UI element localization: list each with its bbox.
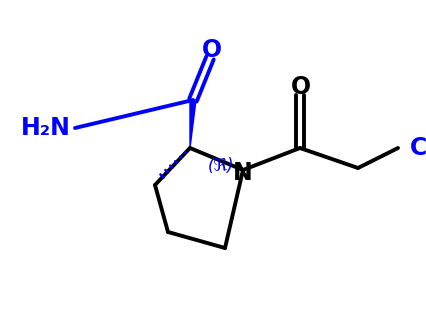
Text: Cl: Cl	[409, 136, 426, 160]
Text: O: O	[290, 75, 310, 99]
Text: (ℜ): (ℜ)	[207, 157, 234, 175]
Text: H₂N: H₂N	[21, 116, 71, 140]
Text: O: O	[201, 38, 222, 62]
Polygon shape	[190, 100, 196, 148]
Text: N: N	[233, 161, 252, 185]
